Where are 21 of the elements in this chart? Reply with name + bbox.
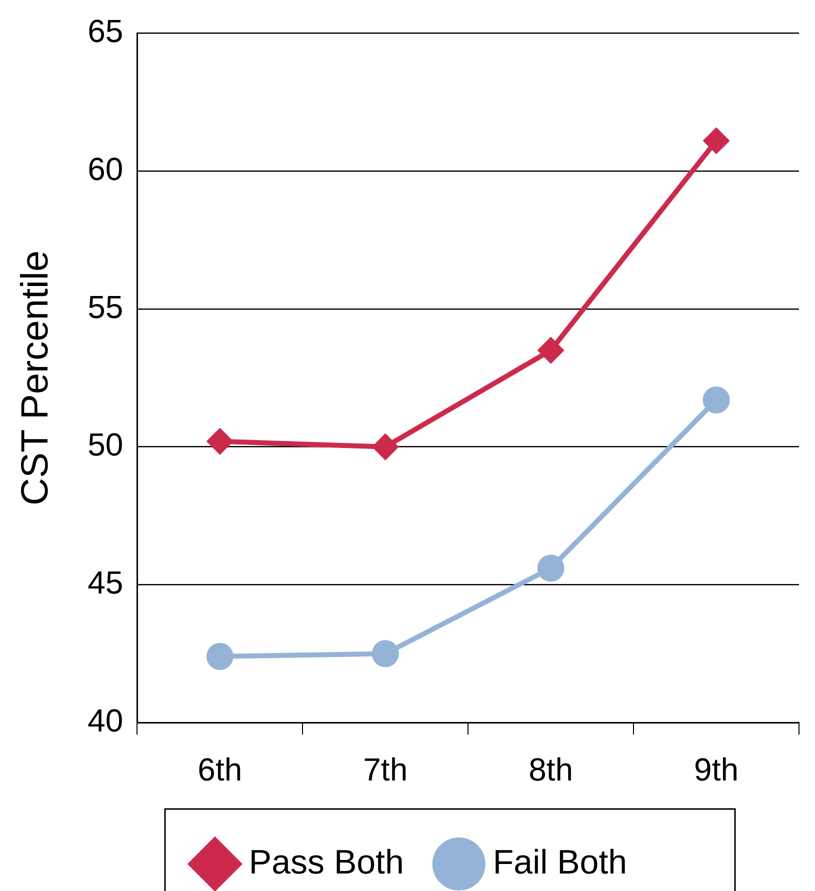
point	[372, 640, 399, 668]
legend-label: Pass Both	[248, 843, 404, 882]
point	[207, 428, 232, 454]
x-tick-label: 7th	[363, 752, 408, 788]
legend-label: Fail Both	[492, 843, 628, 882]
point	[702, 386, 730, 414]
x-tick-label: 9th	[694, 752, 739, 788]
y-axis-title: CST Percentile	[14, 250, 56, 506]
x-tick-label: 6th	[198, 752, 242, 788]
y-tick-label: 50	[88, 426, 124, 463]
point	[372, 434, 398, 460]
y-tick-label: 65	[88, 13, 124, 50]
y-tick-label: 40	[88, 702, 124, 738]
point	[704, 128, 729, 154]
y-tick-label: 45	[88, 564, 124, 601]
x-tick-label: 8th	[528, 752, 574, 788]
point	[537, 554, 564, 582]
y-tick-label: 55	[88, 288, 124, 325]
point	[538, 338, 564, 363]
point	[206, 642, 234, 670]
y-tick-label: 60	[88, 150, 124, 187]
